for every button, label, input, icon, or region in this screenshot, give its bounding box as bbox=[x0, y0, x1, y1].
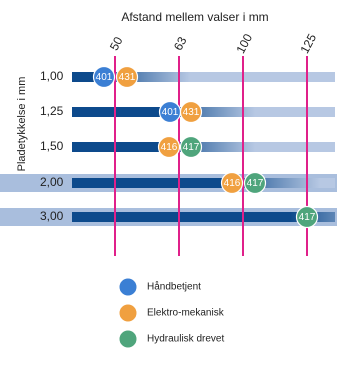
row-bar bbox=[72, 178, 335, 188]
legend-swatch bbox=[118, 329, 138, 349]
badge-label: 401 bbox=[96, 72, 113, 83]
legend-label: Håndbetjent bbox=[147, 281, 201, 293]
badge bbox=[92, 65, 116, 89]
badge bbox=[295, 205, 319, 229]
row-label: 1,00 bbox=[40, 69, 64, 83]
badge-label: 416 bbox=[161, 142, 178, 153]
row-bar bbox=[72, 72, 335, 82]
row-label: 1,25 bbox=[40, 104, 64, 118]
legend-label: Elektro-mekanisk bbox=[147, 308, 225, 319]
badge bbox=[179, 100, 203, 124]
column-label: 63 bbox=[171, 34, 190, 53]
column-label: 50 bbox=[107, 34, 126, 53]
row-bar bbox=[72, 212, 335, 222]
badge-label: 417 bbox=[299, 212, 316, 223]
row-bar bbox=[72, 142, 335, 152]
row-label: 3,00 bbox=[40, 209, 64, 223]
column-label: 125 bbox=[297, 31, 319, 56]
badge bbox=[220, 171, 244, 195]
badge bbox=[243, 171, 267, 195]
row-label: 1,50 bbox=[40, 139, 64, 153]
badge-label: 431 bbox=[119, 72, 136, 83]
badge-label: 416 bbox=[224, 178, 241, 189]
badge-label: 431 bbox=[183, 107, 200, 118]
y-label: Pladetykkelse i mm bbox=[16, 77, 28, 172]
legend-label: Hydraulisk drevet bbox=[147, 334, 224, 345]
badge bbox=[157, 135, 181, 159]
badge-label: 417 bbox=[247, 178, 264, 189]
badge bbox=[115, 65, 139, 89]
row-bar bbox=[72, 107, 335, 117]
badge-label: 417 bbox=[183, 142, 200, 153]
row-label: 2,00 bbox=[40, 175, 64, 189]
legend-swatch bbox=[118, 277, 138, 297]
column-label: 100 bbox=[233, 31, 255, 56]
badge bbox=[179, 135, 203, 159]
title: Afstand mellem valser i mm bbox=[121, 10, 268, 24]
badge-label: 401 bbox=[162, 107, 179, 118]
legend-swatch bbox=[118, 303, 138, 323]
